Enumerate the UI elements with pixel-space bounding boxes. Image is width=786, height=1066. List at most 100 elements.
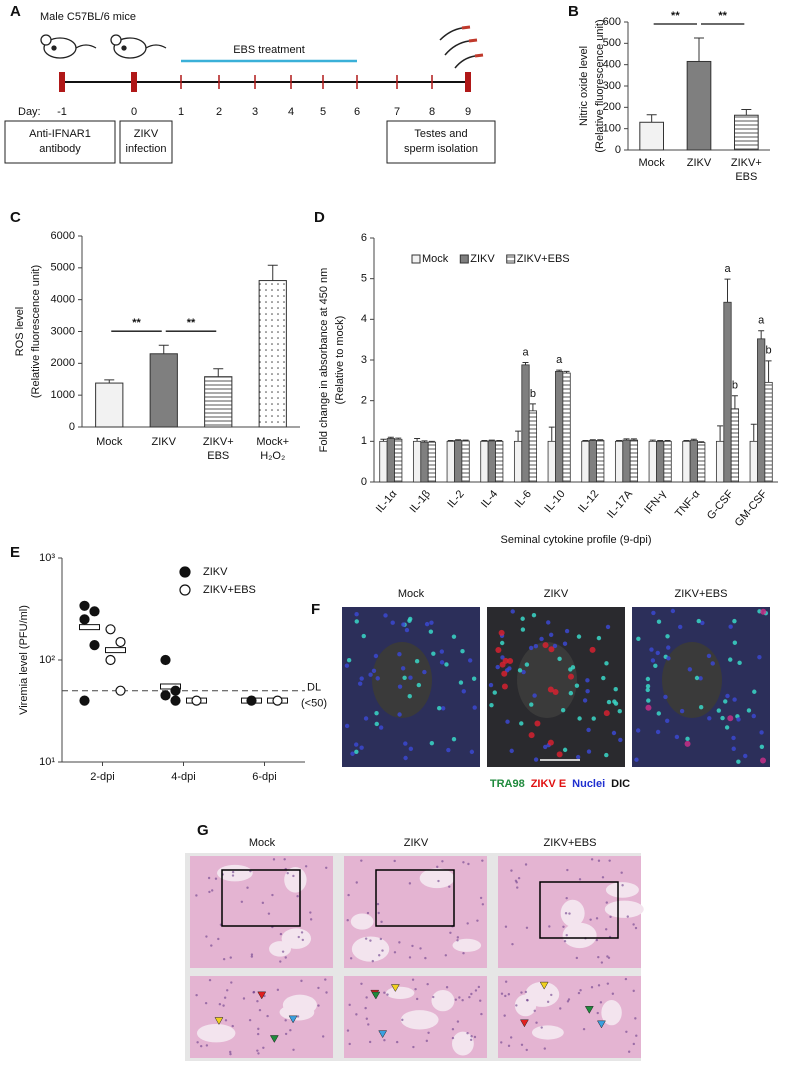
- nucleus: [300, 979, 303, 983]
- cell: [408, 746, 414, 751]
- cell: [674, 734, 680, 740]
- nucleus: [632, 923, 635, 926]
- cell: [548, 632, 554, 637]
- significance-letter: a: [724, 263, 731, 275]
- sperm-icon: [439, 25, 484, 69]
- cell: [374, 721, 379, 727]
- cell: [354, 619, 359, 624]
- nucleus: [627, 1050, 631, 1053]
- column-label: Mock: [249, 837, 276, 849]
- cell: [403, 741, 408, 746]
- nucleus: [376, 902, 380, 906]
- timeline-box: [386, 120, 496, 164]
- cell: [400, 666, 406, 671]
- nucleus: [229, 956, 232, 959]
- cell: [546, 620, 551, 625]
- day-number: 8: [429, 106, 435, 118]
- y-tick-label: 4000: [51, 294, 75, 306]
- nucleus: [436, 865, 439, 869]
- cell: [646, 698, 651, 703]
- nucleus: [301, 938, 305, 942]
- nucleus: [292, 1048, 295, 1052]
- x-tick-label: G-CSF: [705, 488, 736, 522]
- nucleus: [599, 1001, 603, 1004]
- nucleus: [242, 997, 246, 1000]
- nucleus: [564, 912, 568, 915]
- y-tick-label: 10¹: [39, 756, 55, 768]
- error-bar: [104, 379, 115, 384]
- cell: [397, 684, 403, 689]
- nucleus: [454, 998, 457, 1001]
- cell: [651, 610, 656, 616]
- x-tick-label: IL-2: [445, 488, 466, 510]
- error-bar: [646, 114, 657, 123]
- y-tick-label: 300: [603, 80, 621, 92]
- cell: [586, 749, 592, 754]
- x-tick-label: 4-dpi: [171, 771, 195, 783]
- cell: [507, 666, 512, 671]
- nucleus: [597, 984, 601, 987]
- nucleus: [590, 858, 594, 861]
- nucleus: [379, 937, 383, 941]
- timeline-box: [4, 120, 116, 164]
- nucleus: [516, 886, 519, 889]
- data-point: [79, 600, 90, 611]
- timeline-box-text: Testes and: [414, 128, 467, 140]
- infected-cell: [727, 715, 734, 722]
- cell: [460, 648, 465, 654]
- cell: [562, 747, 568, 753]
- cell: [354, 749, 359, 754]
- nucleus: [504, 925, 508, 928]
- nucleus: [474, 989, 478, 992]
- nucleus: [567, 998, 571, 1001]
- x-tick-label: IL-4: [479, 488, 500, 510]
- arrowhead: [214, 1017, 224, 1025]
- bar: [629, 439, 639, 483]
- arrowhead: [371, 991, 381, 1000]
- bar: [686, 60, 712, 151]
- cell: [524, 662, 530, 667]
- cell: [520, 616, 525, 621]
- error-bar: [267, 264, 278, 281]
- y-axis-title: Viremia level (PFU/ml): [18, 605, 30, 715]
- nucleus: [596, 1011, 599, 1015]
- nucleus: [256, 1032, 260, 1036]
- nucleus: [476, 919, 479, 922]
- nucleus: [297, 935, 300, 939]
- bar: [379, 440, 388, 483]
- error-bar: [529, 403, 536, 411]
- nucleus: [634, 926, 638, 930]
- nucleus: [578, 878, 582, 881]
- nucleus: [346, 1029, 350, 1032]
- nucleus: [196, 1041, 199, 1044]
- cell: [354, 742, 359, 747]
- panel-label: G: [197, 822, 209, 839]
- cell: [685, 736, 690, 742]
- nucleus: [408, 882, 412, 885]
- cell: [422, 669, 427, 675]
- nucleus: [533, 1009, 536, 1012]
- bar: [412, 440, 422, 483]
- error-bar: [765, 360, 772, 383]
- day-number: -1: [57, 106, 67, 118]
- nucleus: [470, 992, 473, 996]
- nucleus: [504, 994, 507, 998]
- legend-label: Mock: [422, 253, 449, 265]
- nucleus: [224, 1019, 228, 1022]
- cell: [361, 633, 366, 639]
- mean-bar: [105, 647, 126, 654]
- infected-cell: [589, 646, 596, 653]
- bar: [258, 280, 287, 428]
- data-point: [105, 654, 116, 666]
- y-tick-label: 100: [603, 123, 621, 135]
- cell: [357, 681, 363, 686]
- cell: [665, 634, 670, 639]
- y-tick-label: 2: [361, 395, 367, 407]
- bar: [513, 440, 523, 483]
- nucleus: [469, 1038, 473, 1042]
- significance-letter: b: [732, 380, 738, 392]
- timeline-marker: [465, 72, 471, 92]
- nucleus: [449, 931, 452, 934]
- nucleus: [262, 1046, 265, 1049]
